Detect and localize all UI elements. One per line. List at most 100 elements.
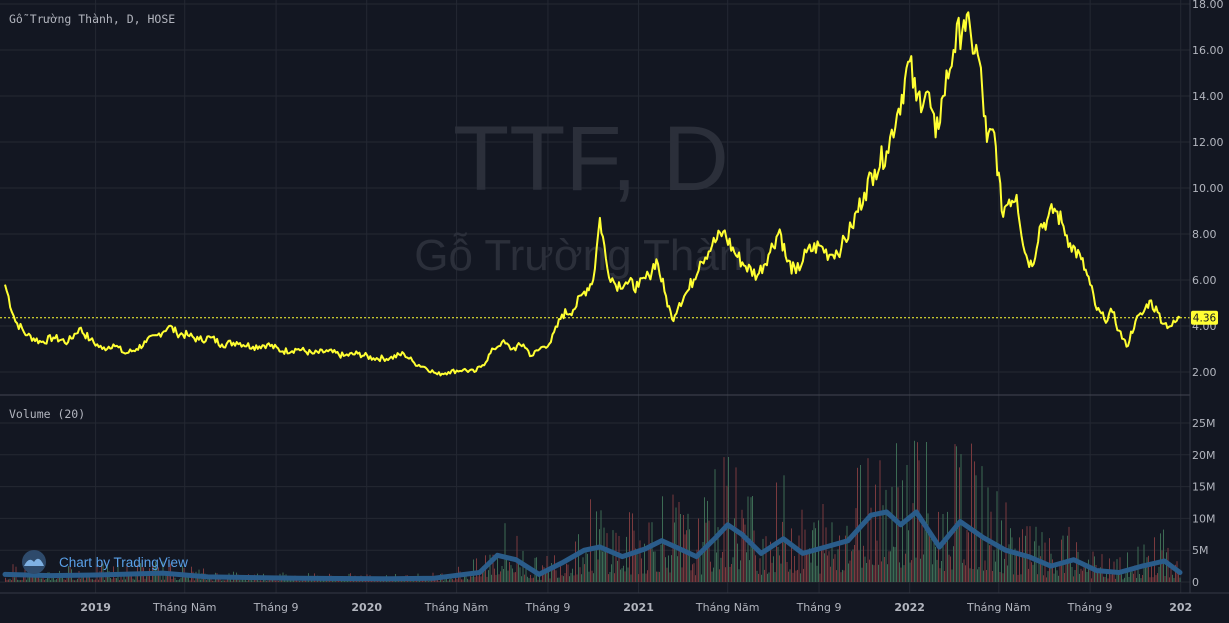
volume-bar	[1100, 567, 1101, 582]
volume-bar	[390, 580, 392, 582]
price-tick-label: 16.00	[1192, 44, 1224, 57]
price-line[interactable]	[4, 11, 1181, 377]
volume-bar	[558, 577, 560, 582]
volume-bar	[756, 570, 758, 582]
volume-bar	[782, 521, 783, 582]
volume-bar	[515, 572, 516, 582]
volume-bar	[639, 540, 641, 582]
volume-bar	[777, 547, 779, 582]
volume-bar	[1095, 565, 1097, 582]
volume-bar	[834, 554, 836, 582]
volume-bar	[924, 525, 926, 582]
volume-bar	[1082, 570, 1083, 582]
volume-bar	[642, 573, 644, 582]
volume-bar	[333, 580, 335, 582]
price-tick-label: 10.00	[1192, 182, 1224, 195]
price-tick-label: 2.00	[1192, 366, 1217, 379]
price-axis[interactable]: 2.004.006.008.0010.0012.0014.0016.0018.0…	[1192, 0, 1224, 379]
volume-bar	[909, 562, 911, 582]
volume-bar	[612, 530, 614, 582]
volume-bar	[438, 580, 440, 582]
volume-bar	[1059, 562, 1061, 582]
volume-bar	[563, 576, 564, 582]
volume-bar	[1023, 556, 1025, 582]
volume-bar	[270, 579, 272, 582]
volume-bar	[9, 578, 11, 582]
volume-bar	[1004, 558, 1005, 582]
volume-bar	[836, 570, 837, 582]
tradingview-branding[interactable]: Chart by TradingView	[22, 550, 188, 574]
volume-bar	[1151, 563, 1152, 582]
volume-bar	[278, 580, 279, 582]
volume-bar	[494, 568, 495, 582]
volume-bar	[611, 564, 612, 582]
volume-bar	[42, 575, 44, 582]
volume-bar	[1152, 577, 1154, 582]
volume-bar	[1058, 575, 1059, 582]
volume-indicator-title[interactable]: Volume (20)	[9, 407, 85, 421]
volume-bar	[875, 484, 876, 582]
volume-bar	[62, 577, 63, 582]
volume-bar	[954, 444, 956, 582]
volume-bar	[50, 580, 51, 582]
volume-bar	[636, 553, 638, 582]
volume-bar	[159, 574, 161, 582]
volume-bar	[759, 558, 761, 582]
volume-bar	[443, 580, 444, 582]
price-tick-label: 8.00	[1192, 228, 1217, 241]
volume-bar	[968, 532, 969, 582]
volume-bar	[54, 579, 56, 582]
branding-text[interactable]: Chart by TradingView	[59, 555, 188, 570]
volume-bar	[1038, 545, 1040, 582]
volume-bar	[474, 576, 476, 582]
volume-bar	[447, 580, 449, 582]
volume-bar	[11, 580, 12, 582]
volume-bar	[1139, 574, 1140, 582]
volume-bar	[470, 576, 471, 582]
volume-bar	[932, 564, 933, 582]
volume-bar	[1049, 538, 1050, 582]
volume-bar	[504, 523, 506, 582]
time-tick-label: Tháng Năm	[424, 601, 489, 614]
volume-bar	[996, 491, 998, 582]
volume-bar	[1179, 577, 1181, 582]
volume-bar	[746, 552, 747, 582]
time-tick-label: 2019	[80, 601, 111, 614]
volume-bar	[1119, 557, 1121, 582]
volume-axis[interactable]: 0 5M 10M 15M 20M 25M	[1192, 417, 1216, 589]
volume-bar	[222, 580, 224, 582]
volume-bar	[732, 557, 734, 582]
volume-bar	[893, 546, 894, 582]
volume-bar	[288, 580, 290, 582]
time-tick-label: Tháng 9	[1067, 601, 1113, 614]
volume-bar	[776, 482, 777, 582]
volume-bar	[552, 566, 554, 582]
volume-bar	[1013, 574, 1014, 582]
volume-bar	[267, 580, 269, 582]
volume-bar	[728, 457, 729, 582]
volume-bar	[969, 568, 971, 582]
volume-bar	[1040, 556, 1041, 582]
volume-bar	[833, 558, 834, 582]
time-axis[interactable]: 2019 Tháng Năm Tháng 9 2020 Tháng Năm Tháng 9…	[80, 601, 1192, 614]
volume-bar	[1046, 577, 1047, 582]
symbol-title[interactable]: Gỗ Trường Thành, D, HOSE	[9, 12, 175, 26]
volume-bar	[884, 557, 885, 582]
volume-bar	[455, 576, 456, 582]
volume-bar	[234, 578, 236, 582]
volume-bar	[300, 580, 302, 582]
watermark-symbol: TTF, D	[453, 108, 729, 210]
volume-bar	[930, 538, 932, 582]
volume-bar	[276, 580, 278, 582]
volume-bar	[74, 580, 75, 582]
volume-bar	[110, 578, 111, 582]
volume-bar	[93, 579, 95, 582]
volume-bar	[186, 577, 188, 582]
volume-bar	[720, 557, 722, 582]
volume-bar	[899, 562, 900, 582]
volume-bar	[353, 581, 354, 582]
volume-bar	[404, 581, 405, 582]
volume-bar	[849, 560, 851, 582]
volume-bar	[27, 577, 29, 582]
